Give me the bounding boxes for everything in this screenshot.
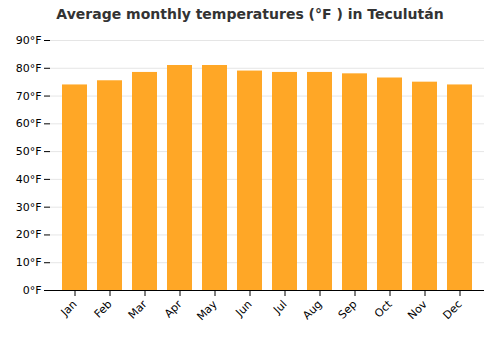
- svg-text:70°F: 70°F: [16, 90, 42, 103]
- svg-text:30°F: 30°F: [16, 201, 42, 214]
- svg-text:Oct: Oct: [372, 297, 395, 320]
- svg-text:40°F: 40°F: [16, 173, 42, 186]
- svg-text:Aug: Aug: [300, 298, 324, 322]
- svg-text:10°F: 10°F: [16, 256, 42, 269]
- svg-text:20°F: 20°F: [16, 228, 42, 241]
- svg-text:90°F: 90°F: [16, 34, 42, 47]
- svg-text:Jul: Jul: [270, 298, 289, 317]
- svg-text:Jan: Jan: [58, 298, 80, 320]
- svg-text:Apr: Apr: [162, 297, 185, 320]
- svg-text:Nov: Nov: [405, 297, 430, 322]
- svg-text:Sep: Sep: [336, 298, 360, 322]
- svg-text:Mar: Mar: [126, 297, 150, 321]
- html-text:Average monthly temperatures (: Average monthly temperatures (°F ) in Te…: [56, 6, 444, 22]
- svg-text:May: May: [194, 297, 220, 323]
- svg-text:0°F: 0°F: [23, 284, 42, 297]
- svg-text:50°F: 50°F: [16, 145, 42, 158]
- svg-text:60°F: 60°F: [16, 117, 42, 130]
- svg-text:80°F: 80°F: [16, 62, 42, 75]
- svg-text:Jun: Jun: [233, 298, 255, 320]
- svg-text:Dec: Dec: [440, 298, 464, 322]
- svg-text:Feb: Feb: [92, 298, 115, 321]
